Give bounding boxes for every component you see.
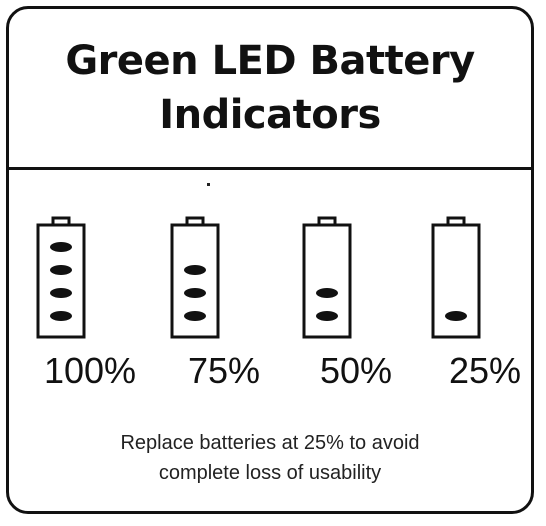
speck-dot	[207, 183, 210, 186]
led-indicator	[184, 265, 206, 275]
battery-100: 100%	[35, 215, 145, 405]
led-indicator	[50, 242, 72, 252]
battery-icon	[431, 216, 481, 339]
led-indicator	[316, 311, 338, 321]
led-indicator	[184, 288, 206, 298]
header: Green LED Battery Indicators	[9, 9, 531, 167]
battery-75: 75%	[169, 215, 279, 405]
battery-percent-label: 50%	[319, 350, 393, 391]
battery-body	[302, 223, 352, 339]
battery-25: 25%	[430, 215, 540, 405]
battery-body	[431, 223, 481, 339]
led-indicator	[50, 311, 72, 321]
title-line-2: Indicators	[159, 92, 381, 138]
battery-icon	[302, 216, 352, 339]
battery-percent-label: 25%	[448, 350, 522, 391]
note-line-2: complete loss of usability	[158, 462, 382, 484]
header-divider	[9, 167, 531, 170]
battery-percent-label: 75%	[187, 350, 261, 391]
led-indicator	[316, 288, 338, 298]
battery-body	[170, 223, 220, 339]
page-title: Green LED Battery Indicators	[65, 34, 475, 142]
led-indicator	[50, 265, 72, 275]
battery-icon	[170, 216, 220, 339]
replace-note: Replace batteries at 25% to avoid comple…	[9, 428, 531, 488]
battery-body	[36, 223, 86, 339]
note-line-1: Replace batteries at 25% to avoid	[120, 432, 420, 454]
battery-50: 50%	[301, 215, 411, 405]
title-line-1: Green LED Battery	[65, 38, 475, 84]
led-indicator	[184, 311, 206, 321]
led-indicator	[50, 288, 72, 298]
led-indicator	[445, 311, 467, 321]
battery-row: 100% 75% 50% 25%	[9, 9, 531, 511]
battery-percent-label: 100%	[43, 350, 137, 391]
battery-icon	[36, 216, 86, 339]
battery-indicator-card: Green LED Battery Indicators 100% 75% 50…	[6, 6, 534, 514]
